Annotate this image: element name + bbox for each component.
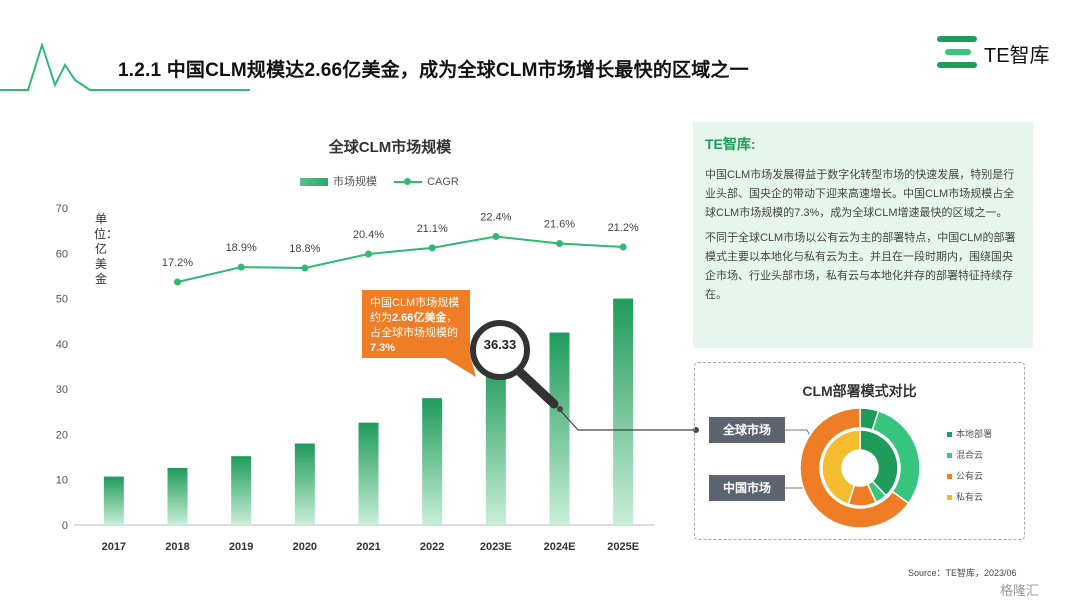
- china-ring-segment-3: [821, 429, 861, 506]
- x-tick-label: 2022: [420, 541, 444, 553]
- cagr-point-2018: [174, 278, 181, 286]
- deploy-legend-hybrid-label: 混合云: [956, 450, 984, 460]
- callout-pct: 7.3%: [370, 342, 396, 354]
- x-tick-label: 2019: [229, 541, 253, 553]
- cagr-label-2018: 17.2%: [162, 257, 193, 269]
- cagr-point-2025E: [619, 243, 627, 251]
- bar-2020: [294, 443, 315, 525]
- deployment-title: CLM部署模式对比: [802, 383, 917, 399]
- y-tick-label: 50: [56, 294, 68, 306]
- bar-2024E: [549, 332, 570, 525]
- bar-2021: [358, 422, 379, 525]
- deployment-comparison-panel: CLM部署模式对比 全球市场 中国市场 本地部署 混合云 公有云 私有云: [694, 362, 1025, 540]
- chart-legend: 市场规模 CAGR: [300, 173, 473, 189]
- deploy-legend-public-label: 公有云: [956, 471, 984, 481]
- china-ring-segment-0: [859, 429, 899, 497]
- cagr-line: [177, 235, 624, 283]
- deploy-legend-public: 公有云: [947, 469, 983, 482]
- y-tick-label: 30: [56, 384, 68, 396]
- chart-title: 全球CLM市场规模: [328, 139, 452, 156]
- y-tick-label: 20: [56, 429, 68, 441]
- y-tick-label: 10: [56, 475, 68, 487]
- magnifier-icon: [470, 320, 699, 433]
- insight-title: TE智库:: [705, 136, 756, 152]
- bar-2025E: [613, 298, 634, 525]
- cagr-point-2020: [301, 264, 309, 272]
- bar-2018: [167, 467, 188, 525]
- watermark: 格隆汇: [1000, 583, 1040, 598]
- pulse-line-decoration: [0, 41, 250, 91]
- deploy-legend-local: 本地部署: [947, 427, 992, 440]
- deploy-legend-private: 私有云: [947, 490, 983, 503]
- global-ring-segment-2: [799, 407, 910, 529]
- legend-label-bar: 市场规模: [333, 176, 377, 188]
- callout-text-pre: 中国CLM市场规模约为: [370, 297, 460, 324]
- bar-2023E: [485, 360, 506, 525]
- y-tick-label: 60: [56, 248, 68, 260]
- cagr-label-2023E: 22.4%: [480, 212, 511, 224]
- cagr-point-2022: [428, 244, 436, 252]
- x-tick-label: 2024E: [544, 541, 576, 553]
- insight-paragraph-2: 不同于全球CLM市场以公有云为主的部署特点，中国CLM的部署模式主要以本地化与私…: [705, 232, 1016, 301]
- magnifier-value: 36.33: [483, 337, 517, 352]
- callout-amount: 2.66亿美金: [392, 312, 447, 324]
- y-tick-label: 0: [62, 520, 68, 532]
- china-market-tag: 中国市场: [709, 475, 785, 501]
- insight-paragraph-1: 中国CLM市场发展得益于数字化转型市场的快速发展，特别是行业头部、国央企的带动下…: [705, 169, 1015, 219]
- callout-text-mid: ，占全球市场规模的: [370, 312, 458, 339]
- callout-box: 中国CLM市场规模约为2.66亿美金，占全球市场规模的 7.3%: [362, 290, 470, 358]
- legend-item-bar: 市场规模: [300, 173, 377, 189]
- cagr-label-2019: 18.9%: [226, 242, 257, 254]
- deploy-legend-local-label: 本地部署: [956, 429, 993, 439]
- page-title: 1.2.1 中国CLM规模达2.66亿美金，成为全球CLM市场增长最快的区域之一: [118, 60, 749, 81]
- cagr-label-2020: 18.8%: [289, 243, 320, 255]
- market-size-chart: 0 10 20 30 40 50 60 70 2017 2018 2019 2020 2021 2022 2…: [56, 203, 655, 553]
- legend-label-line: CAGR: [427, 176, 459, 188]
- deployment-donut-chart: [799, 407, 921, 529]
- cagr-label-2024E: 21.6%: [544, 219, 575, 231]
- x-tick-label: 2023E: [480, 541, 512, 553]
- global-market-tag: 全球市场: [709, 417, 785, 443]
- callout-pointer: [440, 355, 476, 377]
- cagr-point-2024E: [556, 240, 563, 247]
- cagr-label-2021: 20.4%: [353, 229, 384, 241]
- x-tick-label: 2020: [293, 541, 317, 553]
- x-tick-label: 2018: [165, 541, 189, 553]
- cagr-point-2021: [365, 250, 372, 258]
- cagr-point-2019: [237, 263, 245, 271]
- cagr-point-2023E: [492, 233, 500, 240]
- brand-logo: TE智库: [937, 34, 1057, 70]
- deploy-legend-private-label: 私有云: [956, 492, 984, 502]
- bar-2019: [231, 456, 252, 525]
- y-tick-label: 40: [56, 339, 68, 351]
- brand-name: TE智库: [984, 45, 1050, 67]
- x-tick-label: 2017: [102, 541, 126, 553]
- deploy-legend-hybrid: 混合云: [947, 448, 983, 461]
- cagr-label-2025E: 21.2%: [608, 222, 639, 234]
- te-logo-icon: [937, 36, 977, 68]
- x-tick-label: 2025E: [607, 541, 639, 553]
- bar-2017: [103, 476, 124, 525]
- legend-item-line: CAGR: [394, 176, 459, 188]
- cagr-label-2022: 21.1%: [417, 223, 448, 235]
- bar-2022: [422, 398, 443, 525]
- y-tick-label: 70: [56, 203, 68, 215]
- source-note: Source：TE智库，2023/06: [908, 568, 1017, 578]
- x-tick-label: 2021: [356, 541, 380, 553]
- te-insight-panel: TE智库: 中国CLM市场发展得益于数字化转型市场的快速发展，特别是行业头部、国…: [693, 122, 1033, 348]
